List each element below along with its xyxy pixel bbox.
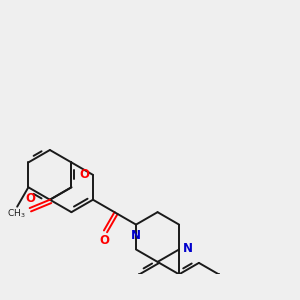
Text: N: N (183, 242, 193, 255)
Text: O: O (25, 193, 35, 206)
Text: CH$_3$: CH$_3$ (7, 207, 26, 220)
Text: N: N (131, 229, 141, 242)
Text: O: O (99, 234, 109, 247)
Text: O: O (80, 168, 90, 182)
